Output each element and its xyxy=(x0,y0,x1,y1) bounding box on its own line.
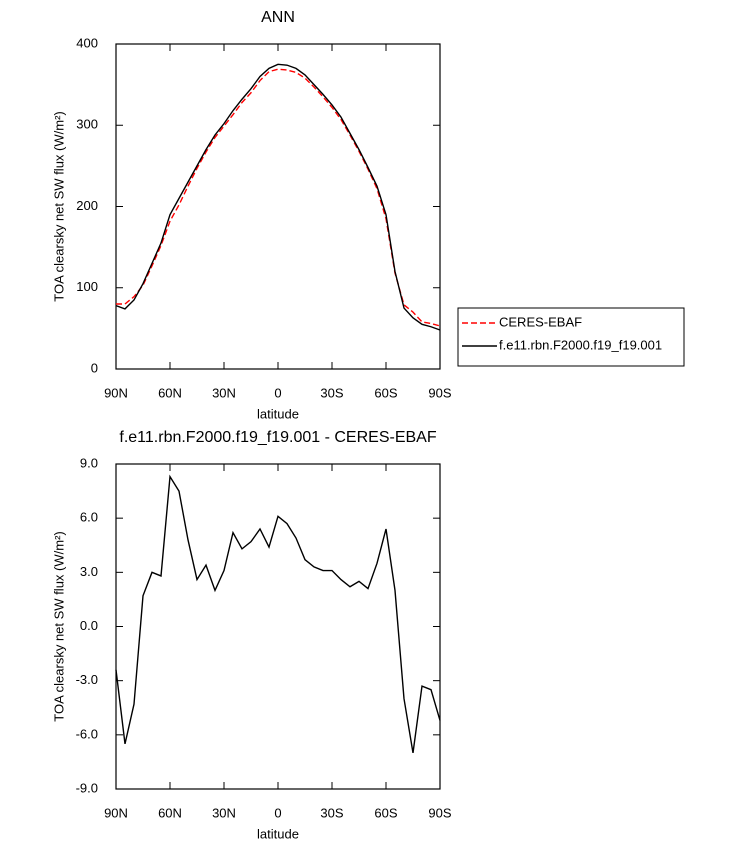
chart-title: ANN xyxy=(261,9,295,26)
legend-box xyxy=(457,307,685,367)
x-tick-label: 60N xyxy=(158,805,182,820)
x-tick-label: 30S xyxy=(320,805,343,820)
y-tick-label: -6.0 xyxy=(76,726,98,741)
data-line xyxy=(115,474,441,754)
y-tick-label: 400 xyxy=(76,35,98,50)
plot-frame xyxy=(115,43,441,370)
data-line xyxy=(116,68,441,327)
x-tick-label: 0 xyxy=(274,385,281,400)
x-axis-label: latitude xyxy=(257,826,299,841)
legend-label: CERES-EBAF xyxy=(499,314,582,329)
y-tick-label: 100 xyxy=(76,279,98,294)
y-tick-label: 9.0 xyxy=(80,455,98,470)
x-tick-label: 90N xyxy=(104,805,128,820)
x-tick-label: 90S xyxy=(428,805,451,820)
y-tick-label: -3.0 xyxy=(76,672,98,687)
y-axis-label: TOA clearsky net SW flux (W/m²) xyxy=(51,531,66,721)
x-tick-label: 60S xyxy=(374,385,397,400)
x-tick-label: 60N xyxy=(158,385,182,400)
x-tick-label: 30N xyxy=(212,805,236,820)
x-tick-label: 0 xyxy=(274,805,281,820)
y-tick-label: 0.0 xyxy=(80,618,98,633)
x-axis-label: latitude xyxy=(257,406,299,421)
x-tick-label: 60S xyxy=(374,805,397,820)
y-tick-label: -9.0 xyxy=(76,780,98,795)
x-tick-label: 30N xyxy=(212,385,236,400)
x-tick-label: 90S xyxy=(428,385,451,400)
y-tick-label: 0 xyxy=(91,360,98,375)
y-tick-label: 200 xyxy=(76,198,98,213)
y-tick-label: 300 xyxy=(76,117,98,132)
x-tick-label: 90N xyxy=(104,385,128,400)
y-tick-label: 3.0 xyxy=(80,564,98,579)
plot-frame xyxy=(115,463,441,790)
data-line xyxy=(115,63,441,331)
y-axis-label: TOA clearsky net SW flux (W/m²) xyxy=(51,111,66,301)
chart-title: f.e11.rbn.F2000.f19_f19.001 - CERES-EBAF xyxy=(119,429,436,446)
legend-label: f.e11.rbn.F2000.f19_f19.001 xyxy=(499,337,662,352)
y-tick-label: 6.0 xyxy=(80,510,98,525)
x-tick-label: 30S xyxy=(320,385,343,400)
